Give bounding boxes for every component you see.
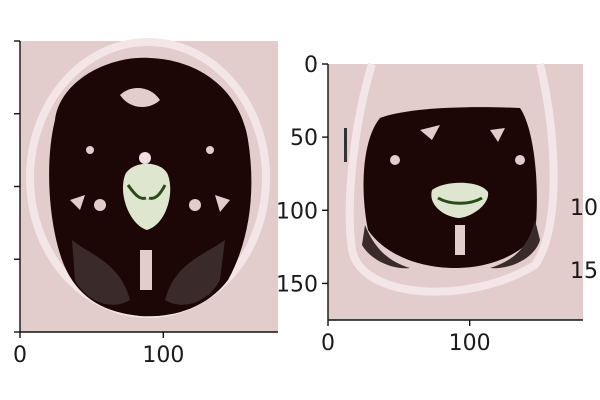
left-x-tick-label-1: 100 (142, 343, 184, 368)
right-y-tick-label-0: 0 (304, 53, 318, 78)
left-panel: 0 100 (13, 38, 278, 368)
right-panel: 0 100 0 50 100 150 (276, 53, 583, 356)
right-y-tick-label-3: 150 (276, 272, 318, 297)
right-brain-slice-image (344, 62, 558, 296)
left-brain-slice-image (26, 38, 270, 318)
right-y-tick-label-1: 50 (290, 126, 318, 151)
right-x-tick-label-1: 100 (449, 331, 491, 356)
clipped-label-1: 10 (570, 196, 598, 221)
right-y-tick-label-2: 100 (276, 199, 318, 224)
left-x-tick-label-0: 0 (13, 343, 27, 368)
clipped-label-2: 15 (570, 259, 598, 284)
left-ticks: 0 100 (13, 40, 184, 368)
right-ticks: 0 100 0 50 100 150 (276, 53, 491, 356)
right-x-tick-label-0: 0 (321, 331, 335, 356)
